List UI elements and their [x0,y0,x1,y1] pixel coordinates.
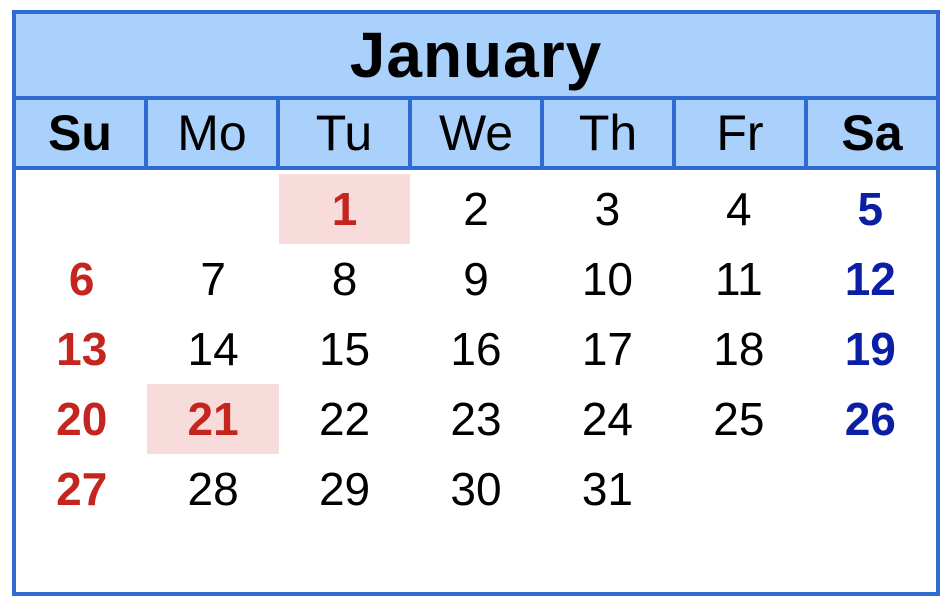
weekday-thursday: Th [540,100,672,166]
weekday-friday: Fr [672,100,804,166]
day-cell: 28 [187,463,239,515]
day-cell: 18 [713,323,765,375]
day-cell: 12 [844,253,896,305]
weekday-sunday: Su [48,105,112,161]
weekday-monday: Mo [144,100,276,166]
empty-day-cell [805,454,936,524]
day-cell: 13 [56,323,108,375]
month-title: January [16,14,936,100]
day-cell: 16 [450,323,502,375]
day-cell: 8 [331,253,358,305]
day-cell: 26 [844,393,896,445]
weekday-tuesday: Tu [276,100,408,166]
day-cell: 23 [450,393,502,445]
day-cell: 24 [581,393,633,445]
day-cell: 3 [594,183,621,235]
day-cell: 7 [200,253,226,305]
day-cell: 2 [463,183,489,235]
day-cell: 30 [450,463,502,515]
day-cell: 17 [581,323,633,375]
day-cell: 4 [726,183,752,235]
day-cell: 6 [68,253,95,305]
day-cell: 10 [581,253,633,305]
day-cell: 9 [463,253,489,305]
day-cell: 1 [278,174,411,244]
day-cell: 14 [187,323,239,375]
empty-day-cell [147,174,278,244]
empty-day-cell [673,454,804,524]
day-cell: 25 [713,393,765,445]
weekday-wednesday: We [408,100,540,166]
day-cell: 27 [56,463,108,515]
weekday-header-row: Su Mo Tu We Th Fr Sa [16,100,936,170]
day-cell: 19 [844,323,896,375]
day-cell: 15 [318,323,371,375]
day-cell: 22 [318,393,371,445]
day-cell: 5 [857,183,884,235]
weekday-saturday: Sa [804,100,936,166]
days-grid: 1 2 3 4 5 6 7 8 9 10 11 12 13 14 15 16 17 18 19 20 21 22 23 24 2… [16,170,936,524]
calendar: January Su Mo Tu We Th Fr Sa 1 2 3 4 5 6 7 8 9 10… [12,10,940,596]
day-cell: 21 [147,384,279,454]
day-cell: 20 [56,393,108,445]
day-cell: 31 [581,463,633,515]
day-cell: 11 [714,253,763,305]
empty-day-cell [16,174,147,244]
day-cell: 29 [318,463,371,515]
